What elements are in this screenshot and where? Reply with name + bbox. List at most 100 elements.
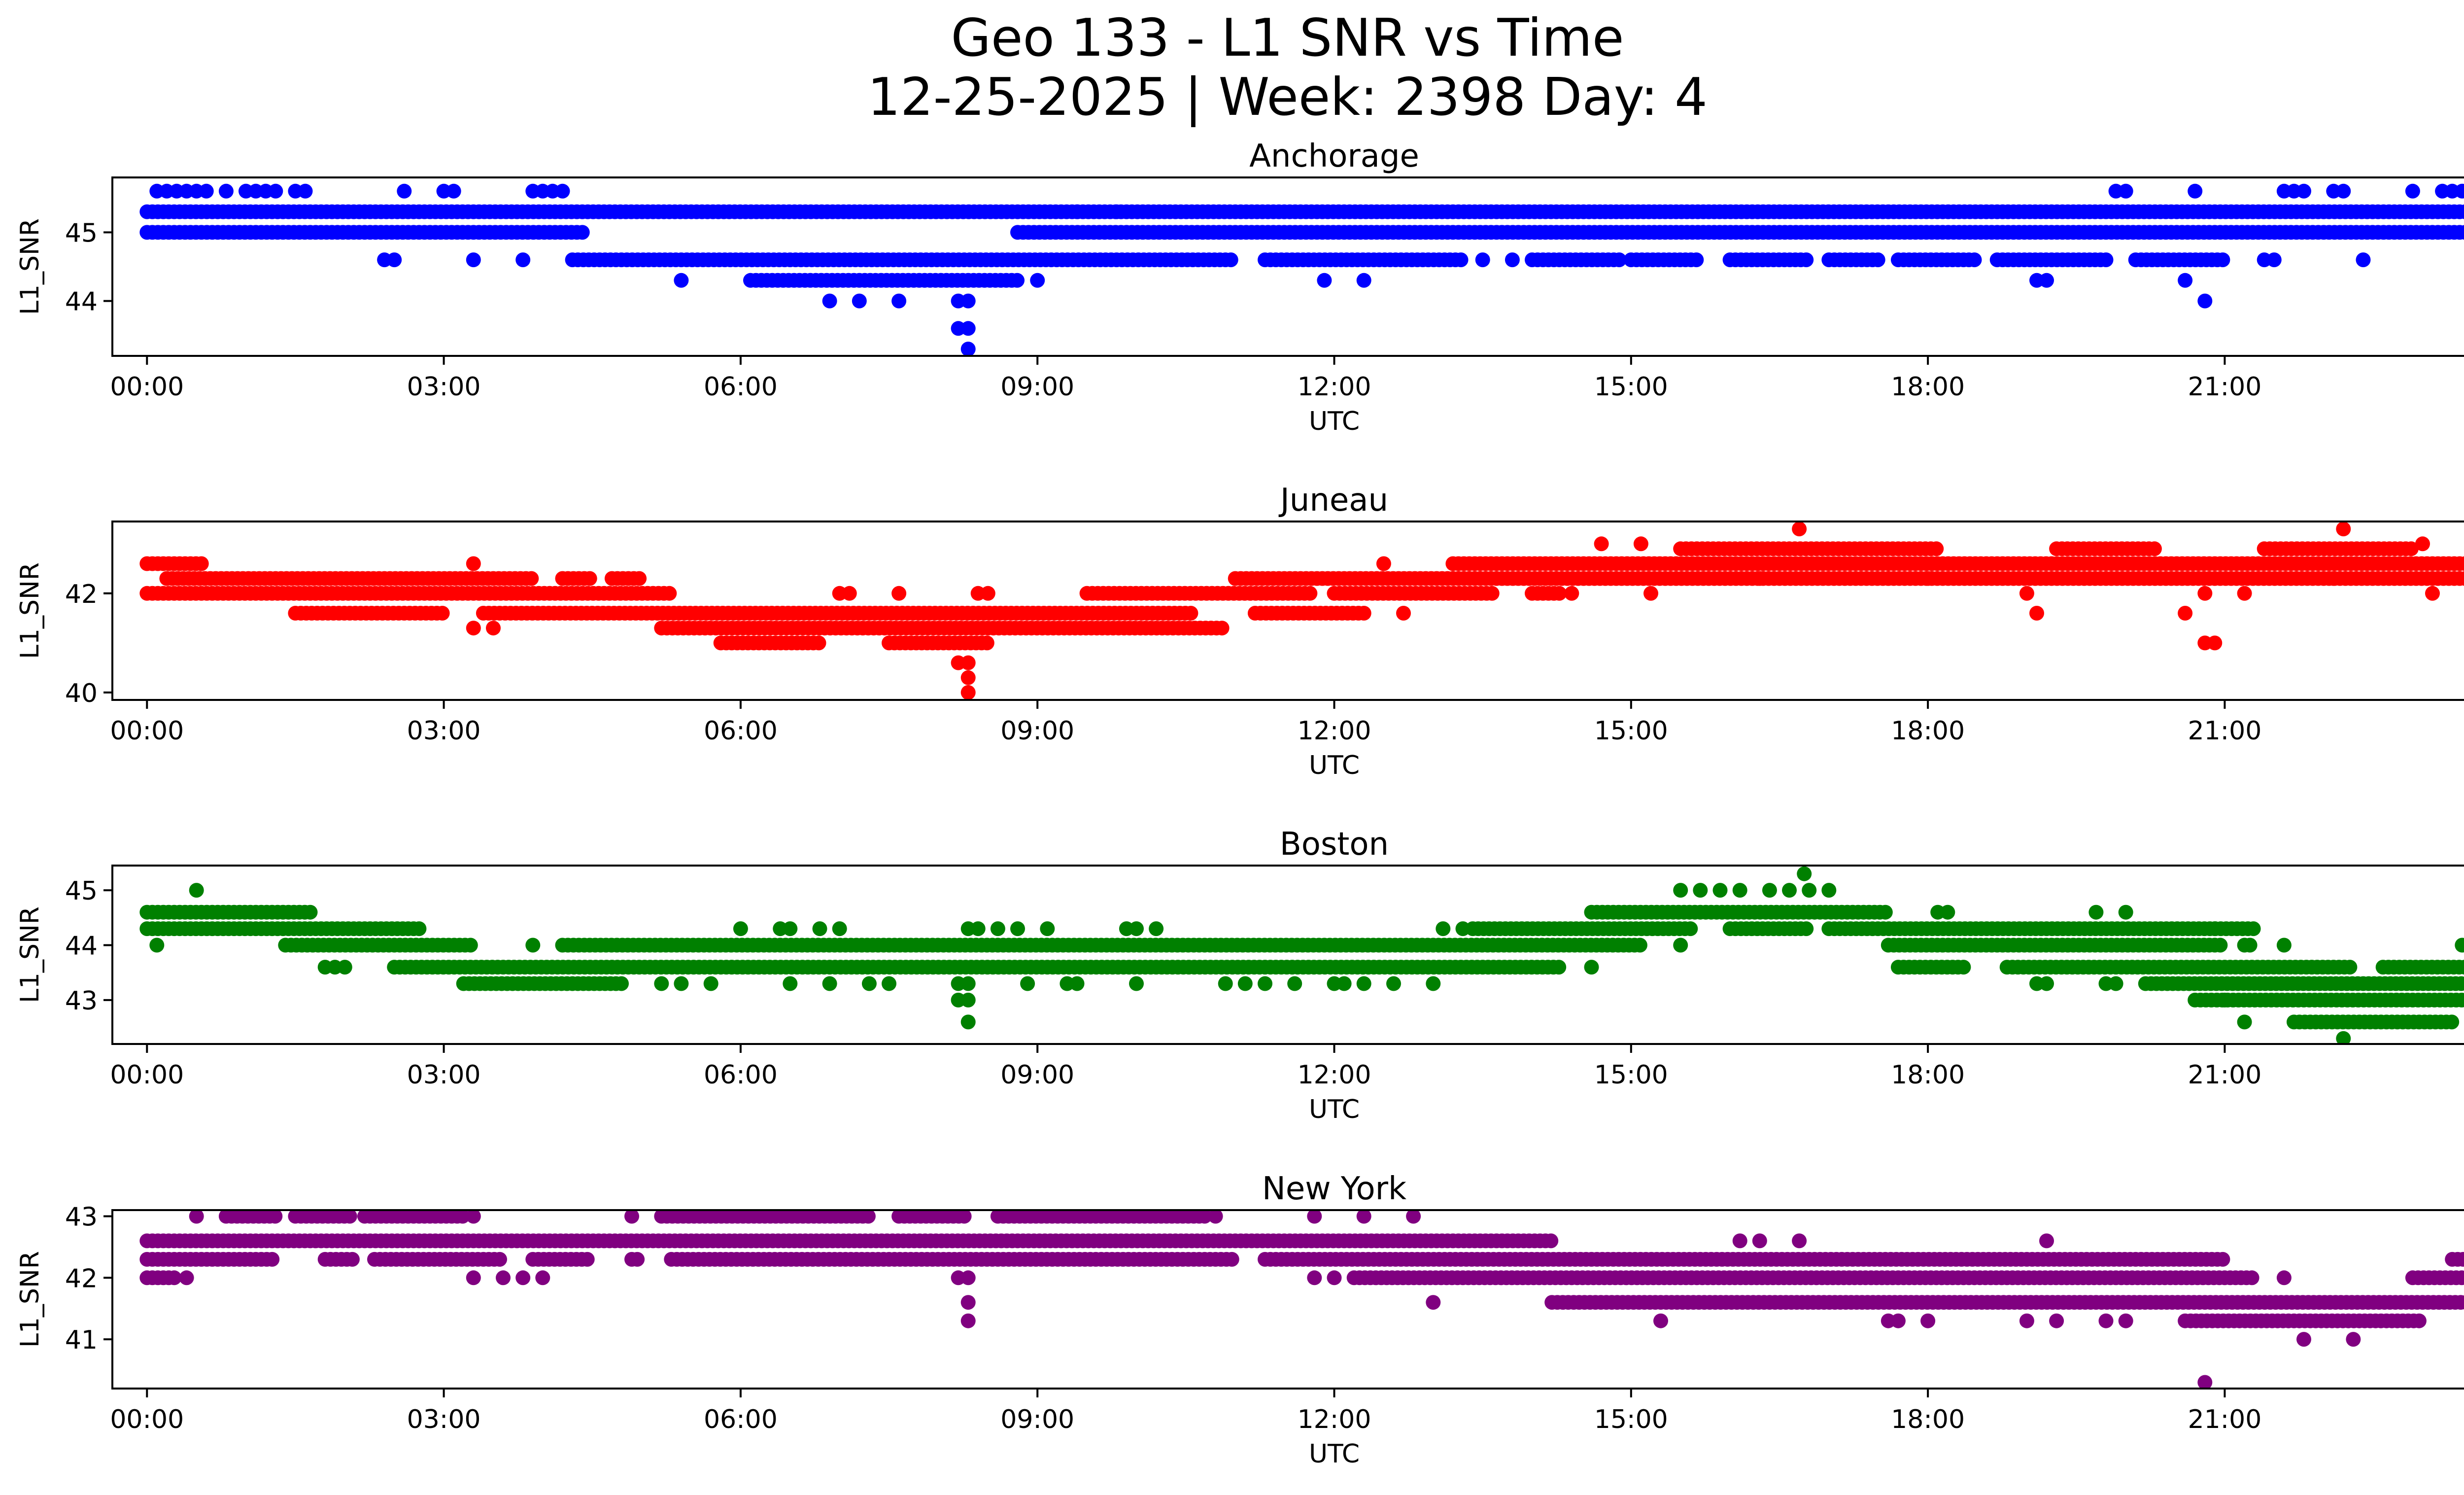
x-tick-label: 12:00: [1298, 1060, 1371, 1090]
data-point: [1208, 1210, 1223, 1224]
data-point: [466, 252, 481, 268]
data-point: [2460, 1271, 2464, 1285]
data-point: [2215, 252, 2230, 268]
data-point: [303, 904, 318, 920]
data-point: [298, 183, 313, 199]
data-point: [654, 976, 669, 991]
x-tick-label: 12:00: [1298, 1405, 1371, 1434]
data-point: [1792, 522, 1807, 537]
x-tick-label: 06:00: [704, 716, 778, 746]
data-point: [1632, 938, 1647, 953]
data-point: [1356, 606, 1371, 621]
data-point: [486, 621, 501, 636]
data-point: [268, 183, 283, 199]
x-tick-label: 21:00: [2188, 716, 2261, 746]
data-point: [2296, 183, 2311, 199]
data-point: [2118, 904, 2133, 920]
data-point: [1030, 273, 1045, 288]
data-point: [960, 1295, 976, 1310]
data-point: [342, 1210, 357, 1224]
x-tick-label: 21:00: [2188, 372, 2261, 402]
data-point: [463, 938, 478, 953]
data-point: [1564, 586, 1579, 601]
x-tick-label: 09:00: [1000, 716, 1074, 746]
data-point: [2019, 586, 2034, 601]
data-point: [1040, 921, 1055, 937]
data-point: [397, 183, 412, 199]
data-point: [2039, 1233, 2054, 1249]
data-point: [1799, 921, 1814, 937]
data-point: [783, 921, 798, 937]
data-point: [1505, 252, 1520, 268]
x-tick-label: 18:00: [1891, 1060, 1965, 1090]
data-point: [1683, 921, 1698, 937]
data-point: [455, 1210, 470, 1224]
data-point: [1552, 586, 1567, 601]
data-point: [1689, 252, 1704, 268]
data-point: [2178, 273, 2193, 288]
data-point: [1799, 252, 1814, 268]
data-point: [1258, 976, 1272, 991]
data-point: [990, 921, 1005, 937]
data-point: [2029, 606, 2044, 621]
data-point: [1302, 586, 1318, 601]
data-point: [525, 938, 541, 953]
data-point: [2411, 1313, 2427, 1328]
data-point: [1611, 252, 1627, 268]
data-point: [1551, 960, 1567, 975]
x-tick-label: 03:00: [407, 716, 481, 746]
data-point: [1287, 976, 1302, 991]
data-point: [1356, 273, 1371, 288]
data-point: [1792, 1233, 1807, 1249]
data-point: [2336, 183, 2351, 199]
data-point: [1802, 883, 1817, 898]
data-point: [2459, 1295, 2464, 1310]
x-tick-label: 18:00: [1891, 1405, 1965, 1434]
data-point: [1327, 1270, 1342, 1286]
data-point: [783, 976, 798, 991]
data-point: [960, 992, 976, 1008]
data-point: [1183, 606, 1198, 621]
data-point: [1069, 976, 1085, 991]
y-axis-label: L1_SNR: [15, 1251, 45, 1348]
data-point: [957, 1210, 972, 1224]
data-point: [960, 342, 976, 356]
data-point: [446, 183, 461, 199]
data-point: [2147, 541, 2162, 556]
data-point: [960, 321, 976, 336]
data-point: [1218, 976, 1233, 991]
data-point: [852, 293, 867, 309]
data-point: [1673, 883, 1688, 898]
x-tick-label: 03:00: [407, 372, 481, 402]
data-point: [515, 252, 531, 268]
data-point: [2459, 976, 2464, 991]
data-point: [674, 273, 689, 288]
data-point: [2458, 225, 2464, 240]
x-axis-label: UTC: [1309, 751, 1360, 780]
x-tick-label: 09:00: [1000, 372, 1074, 402]
data-point: [960, 1014, 976, 1030]
data-point: [630, 1252, 645, 1267]
data-point: [662, 586, 677, 601]
data-points: [139, 866, 2464, 1044]
y-tick-label: 44: [65, 932, 98, 961]
figure-subtitle: 12-25-2025 | Week: 2398 Day: 4: [867, 67, 1708, 127]
data-point: [960, 976, 976, 991]
data-point: [2098, 252, 2114, 268]
data-point: [2049, 1313, 2064, 1328]
x-tick-label: 15:00: [1594, 716, 1668, 746]
data-point: [2019, 1313, 2034, 1328]
data-point: [2188, 183, 2203, 199]
data-point: [1010, 273, 1025, 288]
data-point: [1223, 252, 1238, 268]
data-point: [2217, 992, 2232, 1008]
data-point: [960, 685, 976, 700]
data-point: [1069, 204, 1085, 219]
data-point: [492, 1252, 507, 1267]
data-point: [199, 183, 214, 199]
data-point: [466, 1210, 481, 1224]
data-point: [1633, 536, 1648, 552]
data-point: [2356, 252, 2371, 268]
data-point: [2118, 1313, 2133, 1328]
